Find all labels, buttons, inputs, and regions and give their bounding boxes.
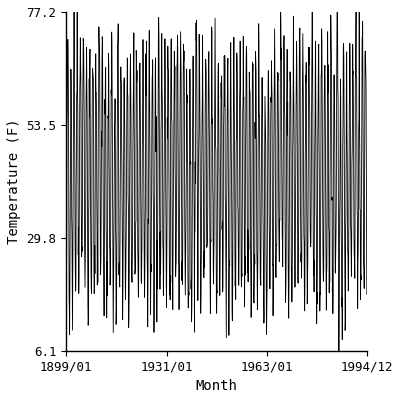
X-axis label: Month: Month	[196, 379, 238, 393]
Y-axis label: Temperature (F): Temperature (F)	[7, 118, 21, 244]
